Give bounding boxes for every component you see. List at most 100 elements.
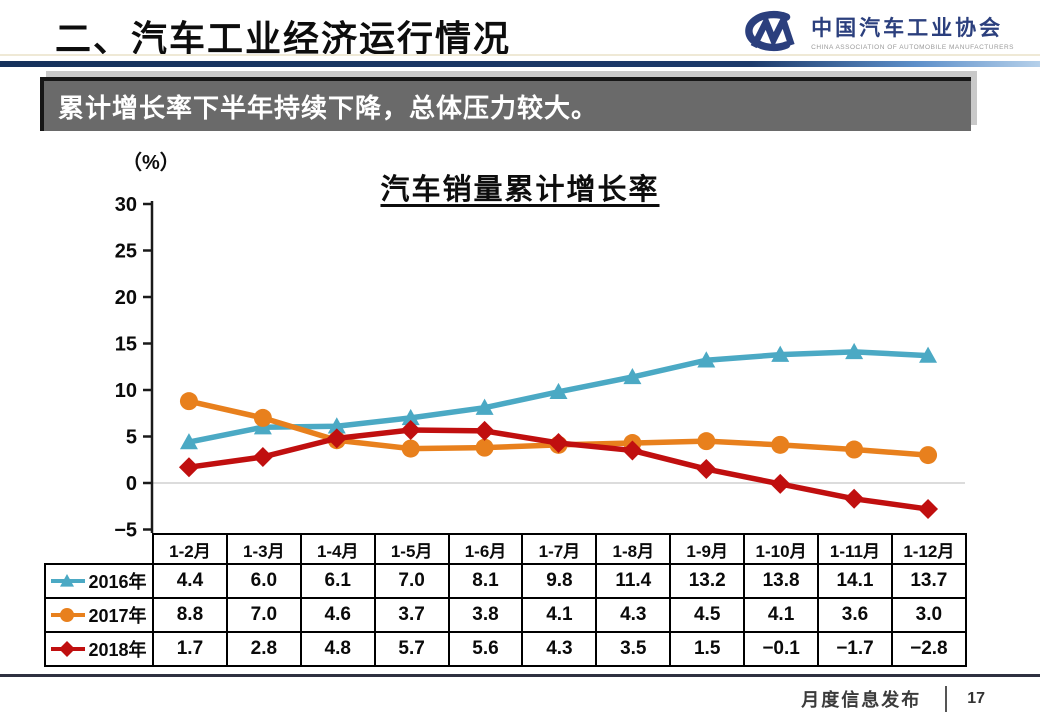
value-cell: 3.0 xyxy=(890,597,967,633)
header-divider-line xyxy=(0,61,1040,67)
table-header-row: 1-2月 1-3月 1-4月 1-5月 1-6月 1-7月 1-8月 1-9月 1-10月 1-1… xyxy=(45,533,967,565)
footer-divider-line xyxy=(0,674,1040,677)
y-axis-tick-label: 5 xyxy=(126,427,137,449)
value-cell: 13.8 xyxy=(743,563,820,599)
legend-marker-shape xyxy=(59,641,76,657)
slide-title: 二、汽车工业经济运行情况 xyxy=(55,18,512,59)
subtitle-banner: 累计增长率下半年持续下降，总体压力较大。 xyxy=(40,77,971,131)
value-cell: 4.6 xyxy=(299,597,376,633)
month-header-cell: 1-2月 xyxy=(152,533,228,565)
value-cell: 4.1 xyxy=(743,597,820,633)
value-cell: 3.6 xyxy=(817,597,893,633)
footer-label: 月度信息发布 xyxy=(801,690,922,710)
y-axis-tick-label: 10 xyxy=(115,380,137,402)
legend-marker-icon xyxy=(51,574,86,587)
data-point-2018年 xyxy=(548,433,569,454)
legend-series-name: 2018年 xyxy=(88,640,147,660)
value-cell: 3.5 xyxy=(595,631,672,667)
value-cell: 7.0 xyxy=(225,597,302,633)
data-point-2016年 xyxy=(919,346,938,363)
value-cell: 4.8 xyxy=(299,631,376,667)
data-point-2017年 xyxy=(771,435,790,454)
month-header-cell: 1-5月 xyxy=(373,533,450,565)
data-point-2018年 xyxy=(400,419,421,440)
value-cell: 1.5 xyxy=(669,631,746,667)
data-point-2018年 xyxy=(474,420,495,441)
month-header-cell: 1-10月 xyxy=(743,533,820,565)
value-cell: 8.8 xyxy=(152,597,228,633)
data-table-body: 1-2月 1-3月 1-4月 1-5月 1-6月 1-7月 1-8月 1-9月 1-10月 1-1… xyxy=(44,533,967,667)
table-row-2016年: 2016年 4.4 6.0 6.1 7.0 8.1 9.8 11.4 13.2 13.8 14.1 1… xyxy=(44,563,967,599)
value-cell: 14.1 xyxy=(817,563,893,599)
month-header-cell: 1-8月 xyxy=(595,533,672,565)
month-header-cell: 1-3月 xyxy=(225,533,302,565)
data-point-2016年 xyxy=(253,418,272,435)
value-cell: 7.0 xyxy=(373,563,450,599)
y-axis-tick-label: 0 xyxy=(126,473,137,495)
value-cell: 6.0 xyxy=(225,563,302,599)
data-point-2018年 xyxy=(326,428,347,449)
header-accent-line xyxy=(0,54,1040,56)
data-point-2016年 xyxy=(475,398,494,415)
value-cell: 5.6 xyxy=(447,631,524,667)
value-cell: 13.2 xyxy=(669,563,746,599)
data-point-2017年 xyxy=(253,408,272,427)
value-cell: 5.7 xyxy=(373,631,450,667)
month-header-cell: 1-9月 xyxy=(669,533,746,565)
data-point-2016年 xyxy=(179,433,198,450)
data-point-2016年 xyxy=(623,367,642,385)
series-2018年 xyxy=(178,419,939,520)
legend-series-name: 2016年 xyxy=(88,572,147,592)
value-cell: 4.5 xyxy=(669,597,746,633)
value-cell: 3.7 xyxy=(373,597,450,633)
month-header-cell: 1-7月 xyxy=(521,533,598,565)
legend-marker-shape xyxy=(60,574,75,587)
footer-vertical-divider xyxy=(945,686,948,712)
data-point-2018年 xyxy=(770,473,791,494)
data-point-2017年 xyxy=(179,392,198,411)
value-cell: 6.1 xyxy=(299,563,376,599)
series-2017年 xyxy=(179,392,938,465)
value-cell: 13.7 xyxy=(890,563,967,599)
value-cell: 3.8 xyxy=(447,597,524,633)
data-point-2016年 xyxy=(845,342,864,360)
legend-cell-2018年: 2018年 xyxy=(44,631,154,667)
value-cell: 11.4 xyxy=(595,563,672,599)
page-number: 17 xyxy=(967,690,985,707)
legend-marker-icon xyxy=(51,608,86,622)
value-cell: 8.1 xyxy=(447,563,524,599)
table-corner-cell xyxy=(45,534,153,564)
data-point-2017年 xyxy=(697,432,716,451)
logo-subtitle: CHINA ASSOCIATION OF AUTOMOBILE MANUFACT… xyxy=(811,43,1014,51)
data-point-2016年 xyxy=(401,408,420,426)
value-cell: −0.1 xyxy=(743,631,820,667)
data-point-2016年 xyxy=(549,382,568,400)
value-cell: 4.4 xyxy=(152,563,228,599)
value-cell: 9.8 xyxy=(521,563,598,599)
data-point-2016年 xyxy=(771,345,790,362)
data-point-2017年 xyxy=(623,434,642,453)
data-point-2017年 xyxy=(327,431,346,450)
data-point-2018年 xyxy=(178,457,199,478)
value-cell: 4.1 xyxy=(521,597,598,633)
subtitle-banner-text: 累计增长率下半年持续下降，总体压力较大。 xyxy=(58,92,599,123)
value-cell: −2.8 xyxy=(890,631,967,667)
legend-marker-shape xyxy=(60,608,75,622)
cm-logo-icon xyxy=(745,10,795,52)
y-axis-tick-label: 30 xyxy=(115,194,137,216)
legend-cell-2017年: 2017年 xyxy=(44,597,154,633)
y-axis-tick-label: 20 xyxy=(115,287,137,309)
legend-marker-icon xyxy=(51,641,86,657)
data-point-2017年 xyxy=(919,446,938,465)
y-axis-unit-label: （%） xyxy=(122,152,180,174)
month-header-cell: 1-12月 xyxy=(890,533,967,565)
data-point-2016年 xyxy=(697,351,716,368)
table-row-2017年: 2017年 8.8 7.0 4.6 3.7 3.8 4.1 4.3 4.5 4.1 3.6 3.0 xyxy=(44,597,967,633)
data-point-2017年 xyxy=(549,435,568,454)
data-point-2017年 xyxy=(401,439,420,458)
chart-title: 汽车销量累计增长率 xyxy=(380,174,660,206)
data-point-2018年 xyxy=(622,440,643,461)
logo-name: 中国汽车工业协会 xyxy=(811,16,1004,40)
data-point-2017年 xyxy=(475,438,494,457)
legend-cell-2016年: 2016年 xyxy=(44,563,154,599)
